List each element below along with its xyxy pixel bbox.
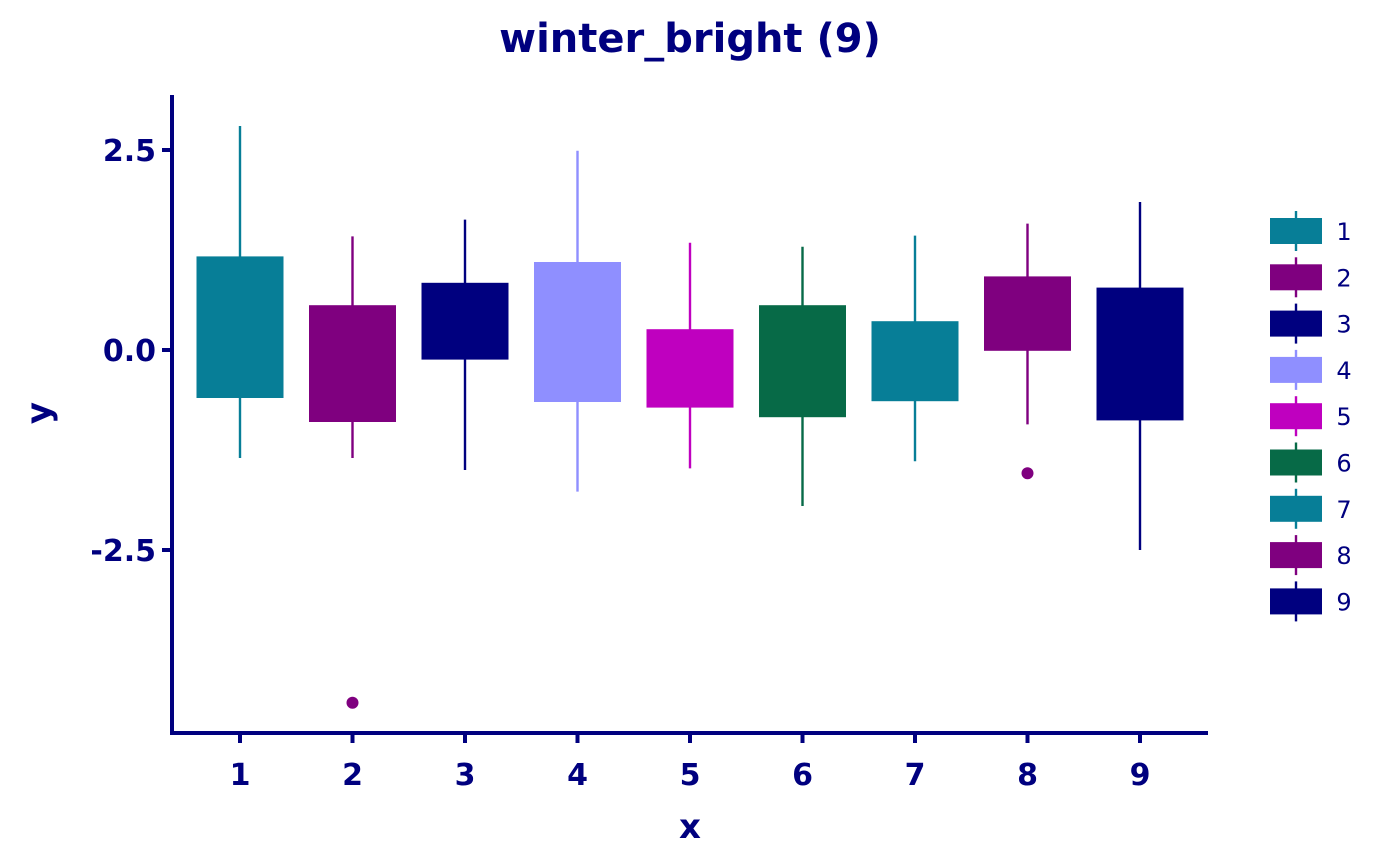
legend-item-1: 1 (1270, 211, 1352, 251)
y-axis: 2.5 0.0 -2.5 (90, 95, 174, 735)
box-body-9 (1096, 287, 1184, 421)
box-body-3 (421, 282, 509, 360)
legend: 1 2 3 4 5 6 7 8 9 (1270, 211, 1352, 622)
outlier-point-2-0 (346, 696, 359, 709)
x-axis-title: x (679, 807, 701, 847)
box-9 (1096, 202, 1184, 550)
legend-label: 4 (1336, 357, 1351, 385)
box-4 (534, 150, 621, 492)
box-body-7 (871, 321, 959, 402)
legend-item-3: 3 (1270, 303, 1352, 344)
outlier-point-8-0 (1021, 467, 1034, 480)
legend-key-box (1270, 264, 1322, 291)
box-5 (646, 242, 734, 469)
plot-area (196, 126, 1184, 709)
legend-key-box (1270, 403, 1322, 430)
legend-label: 6 (1336, 450, 1351, 478)
legend-key-box (1270, 495, 1322, 522)
x-tick-label: 3 (455, 758, 476, 793)
x-tick-label: 4 (567, 758, 588, 793)
box-body-6 (759, 305, 846, 418)
legend-label: 5 (1336, 403, 1351, 431)
box-7 (871, 235, 959, 462)
x-tick-label: 6 (792, 758, 813, 793)
legend-label: 7 (1336, 496, 1351, 524)
legend-key-box (1270, 542, 1322, 569)
y-tick-label: -2.5 (90, 534, 156, 569)
legend-item-2: 2 (1270, 257, 1352, 298)
box-body-2 (309, 305, 396, 422)
legend-key-box (1270, 218, 1322, 244)
legend-label: 8 (1336, 542, 1351, 570)
box-6 (759, 246, 846, 506)
x-tick-label: 9 (1130, 758, 1151, 793)
y-axis-title: y (19, 402, 59, 424)
legend-item-7: 7 (1270, 488, 1352, 529)
box-body-8 (984, 276, 1071, 351)
box-body-5 (646, 329, 734, 408)
box-body-1 (196, 256, 284, 398)
x-tick-label: 1 (230, 758, 251, 793)
y-tick-label: 0.0 (103, 334, 156, 369)
legend-key-box (1270, 310, 1322, 337)
legend-label: 2 (1336, 264, 1351, 292)
legend-item-6: 6 (1270, 442, 1352, 483)
legend-label: 1 (1336, 218, 1351, 246)
legend-label: 3 (1336, 311, 1351, 339)
legend-item-9: 9 (1270, 581, 1352, 622)
legend-item-8: 8 (1270, 535, 1352, 576)
y-tick-label: 2.5 (103, 134, 156, 169)
box-8 (984, 223, 1071, 480)
legend-item-5: 5 (1270, 396, 1352, 437)
box-2 (309, 236, 396, 709)
chart-title: winter_bright (9) (499, 16, 881, 62)
legend-item-4: 4 (1270, 349, 1352, 390)
x-axis: 1 2 3 4 5 6 7 8 9 (170, 731, 1208, 793)
x-tick-label: 7 (905, 758, 926, 793)
legend-key-box (1270, 356, 1322, 383)
legend-key-box (1270, 588, 1322, 615)
box-1 (196, 126, 284, 458)
legend-label: 9 (1336, 588, 1351, 616)
x-tick-label: 8 (1017, 758, 1038, 793)
x-tick-label: 2 (342, 758, 363, 793)
x-tick-label: 5 (680, 758, 701, 793)
box-body-4 (534, 262, 621, 402)
legend-key-box (1270, 449, 1322, 476)
box-3 (421, 219, 509, 470)
